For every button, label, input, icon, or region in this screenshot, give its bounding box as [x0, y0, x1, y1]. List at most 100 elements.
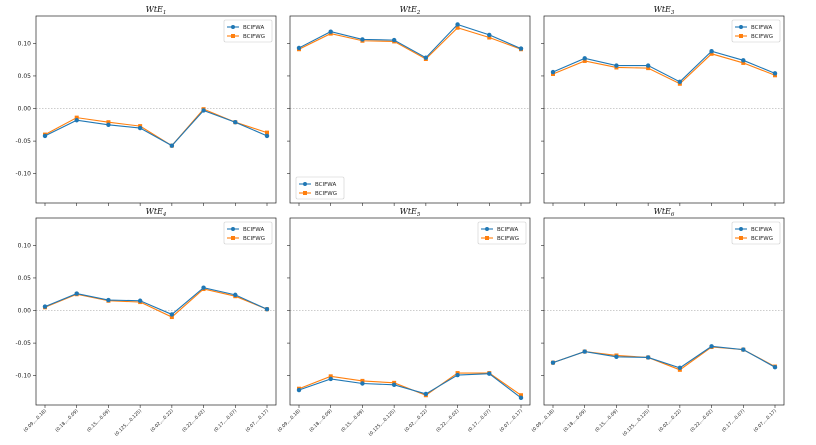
data-point-bcifwg — [169, 315, 174, 320]
data-point-bcifwa — [423, 391, 429, 397]
panel-wte4: WtE4 0.10 0.05 0.00 -0.05 -0.10 (0.09,...0.18)… — [15, 207, 277, 438]
data-point-bcifwa — [391, 37, 397, 43]
panel-title: WtE2 — [400, 5, 421, 16]
data-point-bcifwa — [677, 365, 683, 371]
data-point-bcifwg — [106, 120, 111, 125]
panel-wte2: WtE2 BCIFWA BCIFWG — [287, 5, 531, 206]
x-tick-label: (0.07,...0.17) — [753, 408, 779, 434]
series-line-bcifwa — [552, 345, 776, 369]
y-tick-label: -0.05 — [15, 138, 31, 145]
data-point-bcifwa — [74, 291, 79, 296]
data-point-bcifwa — [614, 354, 619, 359]
legend-marker — [739, 227, 743, 231]
data-point-bcifwa — [645, 63, 651, 68]
x-tick-label: (0.07,...0.17) — [245, 408, 271, 434]
x-tick-label: (0.125,...0.125) — [368, 408, 398, 438]
data-point-bcifwa — [518, 395, 524, 401]
x-tick-label: (0.17,...0.07) — [213, 408, 239, 434]
y-tick-label: -0.10 — [15, 373, 31, 380]
y-tick-label: 0.10 — [18, 242, 32, 249]
data-point-bcifwa — [455, 372, 460, 378]
x-tick-label: (0.09,...0.18) — [23, 408, 49, 434]
panel-wte5: WtE5 (0.09,...0.18) (0.18,...0.09) (0.15,..… — [277, 207, 531, 438]
legend-label: BCIFWA — [243, 25, 264, 31]
legend-label: BCIFWG — [243, 34, 265, 40]
data-point-bcifwa — [550, 69, 556, 75]
series-line-bcifwa — [44, 287, 268, 316]
data-point-bcifwg — [487, 35, 492, 40]
data-point-bcifwa — [233, 292, 238, 298]
data-point-bcifwg — [265, 130, 269, 135]
legend-label: BCIFWG — [315, 191, 337, 197]
x-tick-label: (0.02,...0.22) — [149, 408, 175, 434]
y-tick-label: -0.10 — [15, 171, 31, 178]
panel-title: WtE3 — [654, 5, 675, 16]
axes-frame — [543, 217, 785, 406]
y-tick-label: -0.05 — [15, 340, 31, 347]
legend-marker — [231, 34, 235, 38]
panel-wte1: WtE1 0.10 0.05 0.00 -0.05 -0.10 BCIFWA BCIFWG — [15, 5, 277, 206]
data-point-bcifwa — [106, 122, 111, 128]
series-line-bcifwg — [298, 27, 522, 60]
legend-marker — [739, 25, 743, 29]
data-point-bcifwa — [42, 133, 48, 139]
data-point-bcifwa — [106, 297, 111, 303]
legend-label: BCIFWA — [243, 227, 264, 233]
data-point-bcifwa — [360, 381, 365, 386]
x-tick-label: (0.15,...0.09) — [86, 408, 112, 434]
panel-title: WtE1 — [146, 5, 167, 16]
legend-label: BCIFWA — [751, 227, 772, 233]
data-point-bcifwg — [519, 393, 523, 398]
data-point-bcifwa — [264, 133, 270, 139]
data-point-bcifwa — [360, 37, 365, 42]
axes-frame — [35, 15, 277, 204]
data-point-bcifwa — [137, 298, 143, 303]
legend-marker — [485, 227, 489, 231]
x-tick-label: (0.17,...0.07) — [467, 408, 493, 434]
x-tick-label: (0.22,...0.02) — [435, 408, 461, 434]
data-point-bcifwa — [645, 355, 651, 360]
data-point-bcifwa — [328, 29, 333, 34]
data-point-bcifwg — [360, 378, 365, 383]
data-point-bcifwg — [328, 374, 333, 379]
data-point-bcifwg — [582, 58, 587, 63]
x-tick-label: (0.02,...0.22) — [657, 408, 683, 434]
data-point-bcifwa — [582, 56, 587, 61]
axes-frame — [35, 217, 277, 406]
data-point-bcifwa — [201, 108, 206, 113]
series-line-bcifwg — [44, 108, 268, 147]
data-point-bcifwa — [169, 312, 175, 317]
data-point-bcifwa — [233, 120, 238, 125]
x-tick-label: (0.09,...0.18) — [277, 408, 303, 434]
legend-label: BCIFWA — [497, 227, 518, 233]
series-line-bcifwg — [44, 288, 268, 318]
x-tick-label: (0.09,...0.18) — [531, 408, 557, 434]
data-point-bcifwg — [455, 25, 460, 30]
data-point-bcifwg — [741, 60, 746, 65]
y-tick-label: 0.10 — [18, 40, 32, 47]
y-tick-label: 0.00 — [18, 106, 32, 113]
axes-frame — [543, 15, 785, 204]
data-point-bcifwa — [772, 71, 778, 76]
legend-label: BCIFWA — [315, 182, 336, 188]
data-point-bcifwa — [772, 365, 778, 370]
data-point-bcifwa — [328, 376, 333, 382]
axes-frame — [289, 15, 531, 204]
data-point-bcifwa — [423, 55, 429, 60]
series-line-bcifwg — [552, 53, 776, 85]
data-point-bcifwa — [709, 344, 714, 349]
legend-label: BCIFWG — [751, 34, 773, 40]
y-tick-label: 0.05 — [18, 275, 32, 282]
y-tick-label: 0.00 — [18, 308, 32, 315]
legend-label: BCIFWG — [243, 236, 265, 242]
data-point-bcifwa — [391, 382, 397, 388]
data-point-bcifwa — [296, 387, 302, 393]
x-tick-label: (0.07,...0.17) — [499, 408, 525, 434]
data-point-bcifwg — [646, 66, 651, 71]
data-point-bcifwa — [201, 285, 206, 290]
data-point-bcifwa — [741, 347, 746, 352]
data-point-bcifwa — [709, 48, 714, 54]
data-point-bcifwa — [550, 360, 556, 365]
x-tick-label: (0.22,...0.02) — [181, 408, 207, 434]
x-tick-label: (0.17,...0.07) — [721, 408, 747, 434]
